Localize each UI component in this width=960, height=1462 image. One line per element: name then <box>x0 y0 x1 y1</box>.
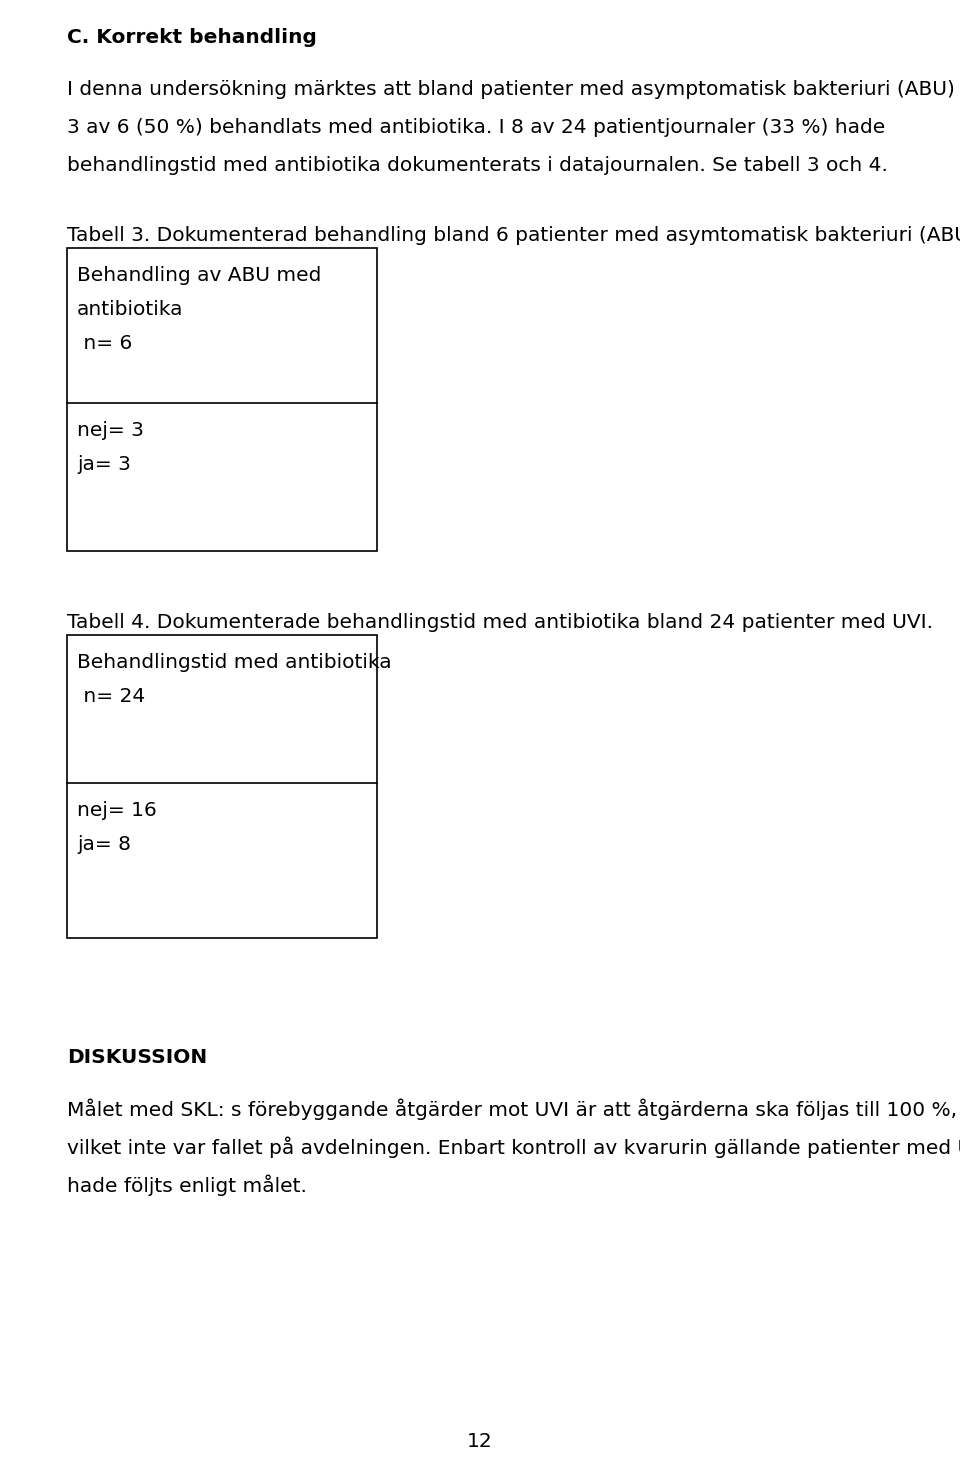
Text: 3 av 6 (50 %) behandlats med antibiotika. I 8 av 24 patientjournaler (33 %) hade: 3 av 6 (50 %) behandlats med antibiotika… <box>67 118 885 137</box>
Text: 12: 12 <box>468 1431 492 1450</box>
Text: DISKUSSION: DISKUSSION <box>67 1048 207 1067</box>
Text: Behandling av ABU med: Behandling av ABU med <box>77 266 322 285</box>
Text: n= 6: n= 6 <box>77 333 132 352</box>
Bar <box>67 635 377 939</box>
Bar <box>67 249 377 551</box>
Text: nej= 16: nej= 16 <box>77 801 156 820</box>
Text: hade följts enligt målet.: hade följts enligt målet. <box>67 1174 307 1196</box>
Text: n= 24: n= 24 <box>77 687 145 706</box>
Text: behandlingstid med antibiotika dokumenterats i datajournalen. Se tabell 3 och 4.: behandlingstid med antibiotika dokumente… <box>67 156 888 175</box>
Text: C. Korrekt behandling: C. Korrekt behandling <box>67 28 317 47</box>
Text: antibiotika: antibiotika <box>77 300 183 319</box>
Text: I denna undersökning märktes att bland patienter med asymptomatisk bakteriuri (A: I denna undersökning märktes att bland p… <box>67 80 960 99</box>
Text: ja= 3: ja= 3 <box>77 455 131 474</box>
Text: Behandlingstid med antibiotika: Behandlingstid med antibiotika <box>77 654 392 673</box>
Text: nej= 3: nej= 3 <box>77 421 144 440</box>
Text: Tabell 4. Dokumenterade behandlingstid med antibiotika bland 24 patienter med UV: Tabell 4. Dokumenterade behandlingstid m… <box>67 613 933 632</box>
Text: ja= 8: ja= 8 <box>77 835 131 854</box>
Text: Tabell 3. Dokumenterad behandling bland 6 patienter med asymtomatisk bakteriuri : Tabell 3. Dokumenterad behandling bland … <box>67 227 960 246</box>
Text: vilket inte var fallet på avdelningen. Enbart kontroll av kvarurin gällande pati: vilket inte var fallet på avdelningen. E… <box>67 1136 960 1158</box>
Text: Målet med SKL: s förebyggande åtgärder mot UVI är att åtgärderna ska följas till: Målet med SKL: s förebyggande åtgärder m… <box>67 1098 957 1120</box>
